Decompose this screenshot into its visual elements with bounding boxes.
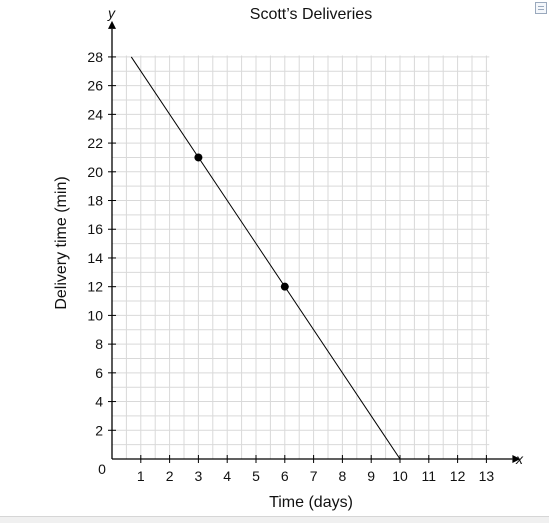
y-tick-label: 6 — [95, 365, 103, 381]
data-point — [280, 282, 289, 291]
y-tick-label: 18 — [87, 193, 103, 209]
x-axis-letter: x — [515, 451, 524, 467]
x-tick-label: 7 — [310, 468, 318, 484]
y-tick-label: 4 — [95, 394, 103, 410]
bottom-scrollbar — [0, 516, 549, 523]
x-tick-label: 3 — [195, 468, 203, 484]
y-tick-label: 28 — [87, 49, 103, 65]
grid-layer — [112, 55, 490, 459]
y-tick-label: 20 — [87, 164, 103, 180]
x-tick-label: 4 — [223, 468, 231, 484]
y-tick-label: 8 — [95, 336, 103, 352]
text-layer: Scott’s Deliveries Time (days) Delivery … — [53, 5, 524, 511]
x-tick-label: 6 — [281, 468, 289, 484]
y-tick-label: 22 — [87, 135, 103, 151]
x-tick-label: 11 — [422, 468, 437, 484]
origin-label: 0 — [98, 461, 106, 477]
y-tick-label: 24 — [87, 106, 103, 122]
x-tick-label: 13 — [479, 468, 495, 484]
chart-title: Scott’s Deliveries — [250, 6, 372, 23]
x-tick-label: 10 — [392, 468, 408, 484]
x-tick-label: 12 — [450, 468, 466, 484]
x-tick-label: 1 — [137, 468, 145, 484]
x-tick-label: 2 — [166, 468, 174, 484]
series-layer — [130, 56, 401, 460]
y-axis-arrow — [108, 20, 116, 29]
data-point — [194, 153, 203, 162]
x-tick-label: 9 — [367, 468, 375, 484]
axis-layer — [108, 20, 521, 463]
y-tick-label: 10 — [87, 307, 103, 323]
series-line — [130, 56, 401, 460]
expand-icon[interactable] — [535, 2, 547, 14]
x-tick-label: 8 — [339, 468, 347, 484]
y-axis-letter: y — [107, 5, 116, 21]
y-tick-label: 16 — [87, 221, 103, 237]
y-tick-label: 12 — [87, 279, 103, 295]
x-axis-label: Time (days) — [269, 494, 353, 511]
x-tick-label: 5 — [252, 468, 260, 484]
y-tick-label: 14 — [87, 250, 103, 266]
y-tick-label: 2 — [95, 422, 103, 438]
x-axis-arrow — [512, 455, 521, 463]
y-tick-label: 26 — [87, 78, 103, 94]
y-axis-label: Delivery time (min) — [53, 176, 70, 309]
